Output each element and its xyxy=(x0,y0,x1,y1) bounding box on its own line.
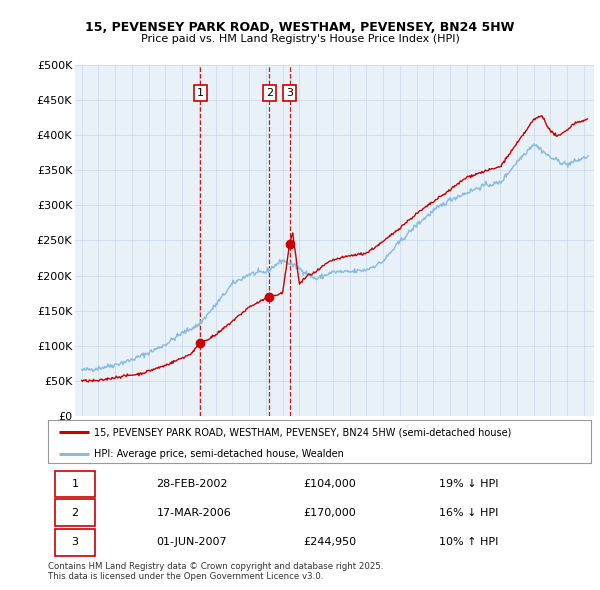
Text: 17-MAR-2006: 17-MAR-2006 xyxy=(157,508,232,517)
Text: Price paid vs. HM Land Registry's House Price Index (HPI): Price paid vs. HM Land Registry's House … xyxy=(140,34,460,44)
Text: 16% ↓ HPI: 16% ↓ HPI xyxy=(439,508,499,517)
Text: 15, PEVENSEY PARK ROAD, WESTHAM, PEVENSEY, BN24 5HW: 15, PEVENSEY PARK ROAD, WESTHAM, PEVENSE… xyxy=(85,21,515,34)
Text: 3: 3 xyxy=(286,88,293,98)
Text: 1: 1 xyxy=(197,88,204,98)
Text: £244,950: £244,950 xyxy=(303,537,356,548)
Text: HPI: Average price, semi-detached house, Wealden: HPI: Average price, semi-detached house,… xyxy=(94,448,344,458)
Text: £170,000: £170,000 xyxy=(303,508,356,517)
FancyBboxPatch shape xyxy=(55,471,95,497)
Text: 10% ↑ HPI: 10% ↑ HPI xyxy=(439,537,499,548)
Text: 15, PEVENSEY PARK ROAD, WESTHAM, PEVENSEY, BN24 5HW (semi-detached house): 15, PEVENSEY PARK ROAD, WESTHAM, PEVENSE… xyxy=(94,427,512,437)
FancyBboxPatch shape xyxy=(55,529,95,556)
Text: 1: 1 xyxy=(71,479,79,489)
Text: 3: 3 xyxy=(71,537,79,548)
Text: 19% ↓ HPI: 19% ↓ HPI xyxy=(439,479,499,489)
Text: £104,000: £104,000 xyxy=(303,479,356,489)
Text: Contains HM Land Registry data © Crown copyright and database right 2025.
This d: Contains HM Land Registry data © Crown c… xyxy=(48,562,383,581)
FancyBboxPatch shape xyxy=(55,499,95,526)
Text: 28-FEB-2002: 28-FEB-2002 xyxy=(157,479,228,489)
Text: 2: 2 xyxy=(266,88,273,98)
Text: 2: 2 xyxy=(71,508,79,517)
Text: 01-JUN-2007: 01-JUN-2007 xyxy=(157,537,227,548)
